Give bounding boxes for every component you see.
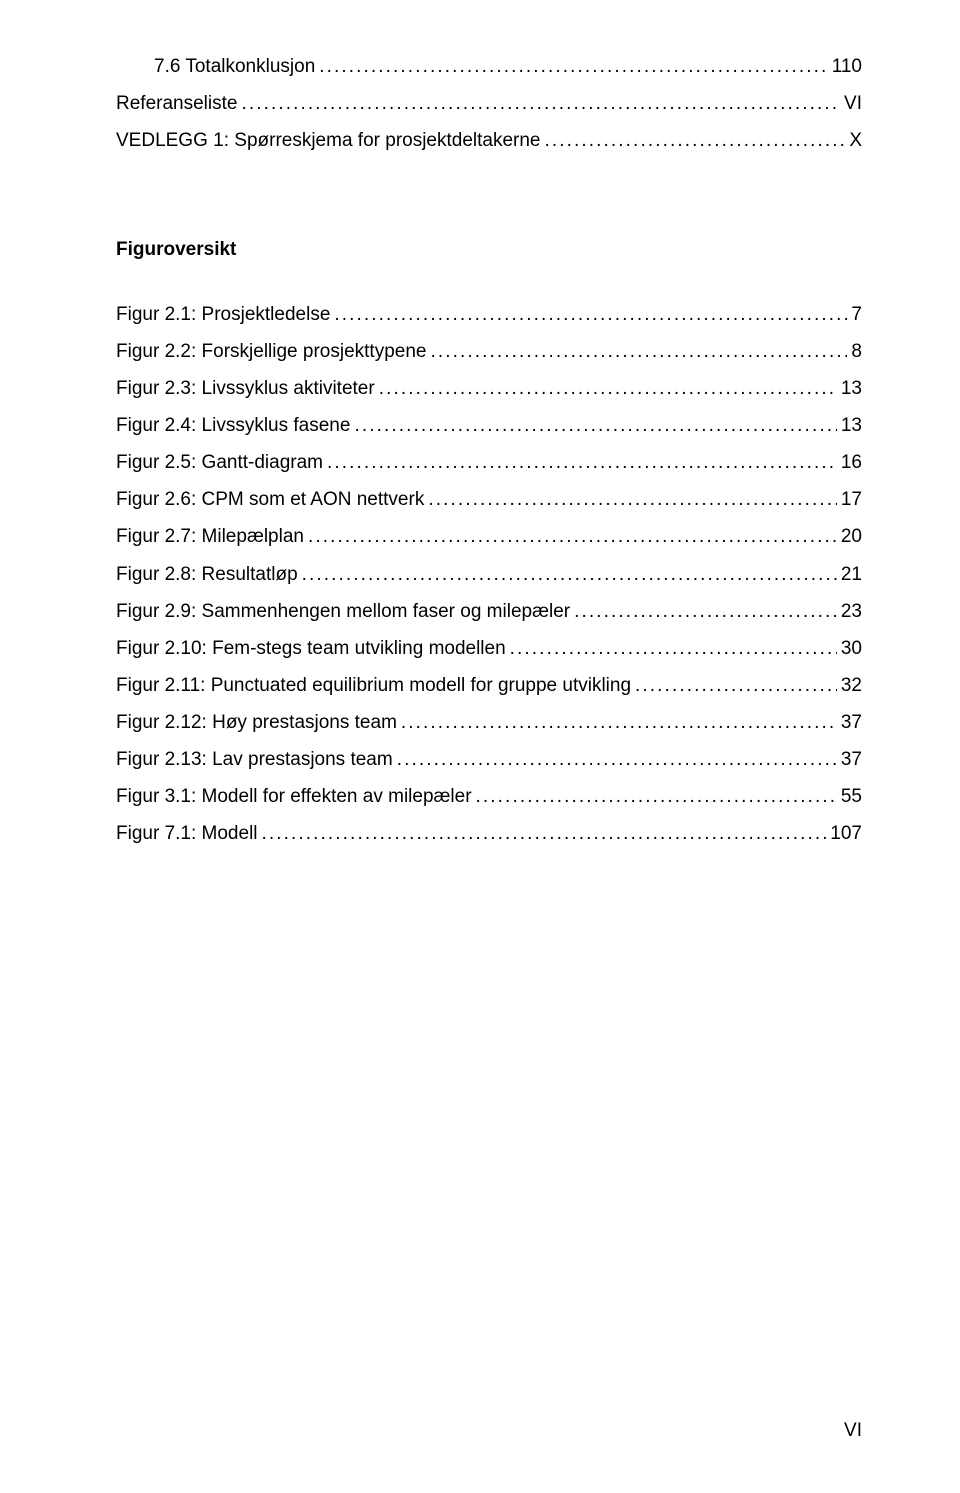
toc-leader-dots xyxy=(397,741,837,778)
toc-leader-dots xyxy=(302,556,837,593)
toc-entry-page: 13 xyxy=(841,370,862,407)
toc-entry-label: Figur 2.7: Milepælplan xyxy=(116,518,304,555)
toc-line: Figur 2.5: Gantt-diagram 16 xyxy=(116,444,862,481)
toc-line: Referanseliste VI xyxy=(116,85,862,122)
toc-leader-dots xyxy=(545,122,846,159)
toc-entry-label: Figur 2.10: Fem-stegs team utvikling mod… xyxy=(116,630,506,667)
toc-leader-dots xyxy=(241,85,840,122)
toc-leader-dots xyxy=(262,815,827,852)
toc-leader-dots xyxy=(430,333,847,370)
toc-line: Figur 2.10: Fem-stegs team utvikling mod… xyxy=(116,630,862,667)
toc-leader-dots xyxy=(319,48,827,85)
toc-entry-page: 17 xyxy=(841,481,862,518)
toc-entry-page: 16 xyxy=(841,444,862,481)
toc-entry-label: Figur 2.11: Punctuated equilibrium model… xyxy=(116,667,631,704)
toc-leader-dots xyxy=(510,630,837,667)
toc-entry-label: Figur 2.8: Resultatløp xyxy=(116,556,298,593)
figure-list-section: Figur 2.1: Prosjektledelse7Figur 2.2: Fo… xyxy=(116,296,862,852)
toc-leader-dots xyxy=(476,778,837,815)
toc-entry-page: 30 xyxy=(841,630,862,667)
toc-line: Figur 3.1: Modell for effekten av milepæ… xyxy=(116,778,862,815)
toc-line: Figur 2.13: Lav prestasjons team 37 xyxy=(116,741,862,778)
toc-entry-page: 107 xyxy=(830,815,862,852)
toc-leader-dots xyxy=(379,370,837,407)
toc-entry-label: Figur 2.13: Lav prestasjons team xyxy=(116,741,393,778)
figure-list-heading: Figuroversikt xyxy=(116,231,862,268)
toc-entry-page: X xyxy=(849,122,862,159)
toc-leader-dots xyxy=(334,296,847,333)
toc-entry-label: Figur 2.4: Livssyklus fasene xyxy=(116,407,350,444)
toc-entry-label: Figur 2.9: Sammenhengen mellom faser og … xyxy=(116,593,570,630)
toc-line: Figur 2.9: Sammenhengen mellom faser og … xyxy=(116,593,862,630)
toc-line: Figur 2.3: Livssyklus aktiviteter 13 xyxy=(116,370,862,407)
toc-leader-dots xyxy=(308,518,837,555)
toc-line: Figur 2.11: Punctuated equilibrium model… xyxy=(116,667,862,704)
toc-entry-page: 32 xyxy=(841,667,862,704)
toc-entry-label: Figur 2.12: Høy prestasjons team xyxy=(116,704,397,741)
toc-line: 7.6 Totalkonklusjon 110 xyxy=(116,48,862,85)
section-gap xyxy=(116,159,862,231)
toc-line: Figur 2.4: Livssyklus fasene 13 xyxy=(116,407,862,444)
toc-line: Figur 2.6: CPM som et AON nettverk 17 xyxy=(116,481,862,518)
toc-entry-label: Figur 3.1: Modell for effekten av milepæ… xyxy=(116,778,472,815)
toc-leader-dots xyxy=(574,593,837,630)
toc-entry-page: 23 xyxy=(841,593,862,630)
toc-leader-dots xyxy=(428,481,837,518)
toc-line: Figur 2.12: Høy prestasjons team 37 xyxy=(116,704,862,741)
toc-line: Figur 2.7: Milepælplan 20 xyxy=(116,518,862,555)
toc-entry-page: 13 xyxy=(841,407,862,444)
toc-entry-page: 55 xyxy=(841,778,862,815)
toc-entry-page: VI xyxy=(844,85,862,122)
toc-line: Figur 2.1: Prosjektledelse 7 xyxy=(116,296,862,333)
toc-line: Figur 2.2: Forskjellige prosjekttypene 8 xyxy=(116,333,862,370)
toc-entry-label: Figur 2.5: Gantt-diagram xyxy=(116,444,323,481)
toc-entry-page: 20 xyxy=(841,518,862,555)
toc-entry-page: 21 xyxy=(841,556,862,593)
toc-entry-page: 37 xyxy=(841,741,862,778)
toc-line: Figur 7.1: Modell 107 xyxy=(116,815,862,852)
toc-line: Figur 2.8: Resultatløp 21 xyxy=(116,556,862,593)
toc-leader-dots xyxy=(401,704,837,741)
toc-entry-label: 7.6 Totalkonklusjon xyxy=(154,48,315,85)
toc-line: VEDLEGG 1: Spørreskjema for prosjektdelt… xyxy=(116,122,862,159)
toc-entry-label: Referanseliste xyxy=(116,85,237,122)
toc-leader-dots xyxy=(635,667,837,704)
page-number: VI xyxy=(844,1412,862,1449)
toc-leader-dots xyxy=(327,444,837,481)
toc-entry-label: VEDLEGG 1: Spørreskjema for prosjektdelt… xyxy=(116,122,541,159)
toc-entry-label: Figur 7.1: Modell xyxy=(116,815,258,852)
toc-entry-page: 7 xyxy=(851,296,862,333)
toc-entry-page: 8 xyxy=(851,333,862,370)
toc-entry-label: Figur 2.3: Livssyklus aktiviteter xyxy=(116,370,375,407)
toc-top-section: 7.6 Totalkonklusjon 110 Referanseliste VI VE… xyxy=(116,48,862,159)
toc-entry-label: Figur 2.1: Prosjektledelse xyxy=(116,296,330,333)
toc-entry-page: 37 xyxy=(841,704,862,741)
toc-leader-dots xyxy=(354,407,836,444)
toc-entry-label: Figur 2.6: CPM som et AON nettverk xyxy=(116,481,424,518)
toc-entry-page: 110 xyxy=(832,48,862,85)
toc-entry-label: Figur 2.2: Forskjellige prosjekttypene xyxy=(116,333,426,370)
